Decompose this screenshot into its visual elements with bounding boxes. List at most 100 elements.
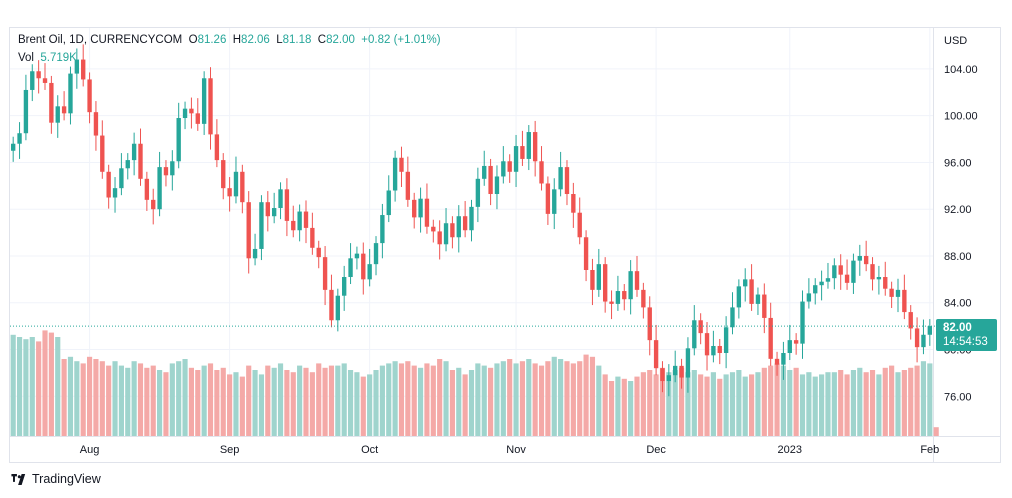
volume-bar <box>335 365 341 436</box>
candle <box>233 156 239 204</box>
candle <box>119 153 124 196</box>
change-value: +0.82 (+1.01%) <box>361 34 441 46</box>
high-value: 82.06 <box>241 34 270 46</box>
candle <box>316 240 321 269</box>
candle <box>666 364 672 397</box>
candle-body <box>240 171 245 203</box>
volume-bar <box>857 367 863 436</box>
candle-body <box>246 202 251 259</box>
volume-bar <box>265 365 271 436</box>
volume-bar <box>850 370 857 436</box>
candle <box>628 260 633 315</box>
vol-label: Vol <box>18 52 34 64</box>
candle <box>526 125 531 171</box>
candle <box>889 281 894 308</box>
candle <box>755 287 761 316</box>
candle-body <box>81 59 86 80</box>
candle-body <box>335 295 341 321</box>
candle <box>469 199 474 242</box>
volume-bar <box>882 367 888 436</box>
volume-bar <box>277 363 284 436</box>
price-tick-label: 104.00 <box>944 64 978 76</box>
candle <box>125 153 130 180</box>
volume-bar <box>678 367 685 436</box>
volume-bar <box>602 374 608 436</box>
volume-bar <box>481 365 487 436</box>
candle-body <box>513 146 519 172</box>
candle-body <box>793 340 799 344</box>
tradingview-brand[interactable]: TradingView <box>10 472 101 486</box>
candle-body <box>602 264 608 302</box>
volume-bar <box>80 363 86 436</box>
candle-body <box>329 289 334 321</box>
candle-body <box>252 248 258 259</box>
candle-body <box>87 79 92 113</box>
candle <box>221 153 226 200</box>
volume-bar <box>182 359 188 436</box>
candle-body <box>494 176 500 195</box>
volume-bar <box>507 359 513 436</box>
volume-bar <box>494 363 500 436</box>
volume-bar <box>144 367 150 436</box>
candle-body <box>278 189 283 209</box>
candle <box>49 75 54 134</box>
candle-body <box>138 143 143 179</box>
candle <box>571 182 576 228</box>
candle-body <box>545 183 551 214</box>
candle-body <box>698 320 703 334</box>
candle-body <box>303 211 309 228</box>
volume-bar <box>768 365 774 436</box>
candle-body <box>201 78 207 124</box>
candle <box>545 176 551 225</box>
volume-bar <box>710 372 716 436</box>
candle-body <box>424 198 430 227</box>
candle-body <box>692 320 697 349</box>
candle-body <box>469 206 474 231</box>
volume-bar <box>188 367 194 436</box>
candle-body <box>74 59 80 74</box>
candle <box>813 278 818 305</box>
time-tick-label: Aug <box>80 444 100 456</box>
candle <box>106 164 111 209</box>
candle-body <box>647 307 652 341</box>
candle <box>424 183 430 234</box>
candle-body <box>49 82 54 123</box>
candle <box>291 205 296 238</box>
candle <box>373 236 379 276</box>
volume-bar <box>131 361 137 436</box>
candle-body <box>399 157 404 172</box>
volume-bar <box>869 370 876 436</box>
candle <box>303 200 309 244</box>
candle-body <box>908 312 913 329</box>
candle-body <box>488 165 493 195</box>
volume-bar <box>519 361 526 436</box>
candle <box>653 324 659 376</box>
volume-bar <box>704 376 710 436</box>
candle-body <box>609 301 614 304</box>
candle-body <box>189 108 194 114</box>
time-tick-label: Feb <box>920 444 939 456</box>
candle <box>844 259 850 290</box>
candle <box>151 188 156 225</box>
candle <box>100 120 105 179</box>
time-tick-label: Oct <box>361 444 378 456</box>
volume-bar <box>233 372 239 436</box>
volume-bar <box>799 374 806 436</box>
volume-bar <box>195 370 201 436</box>
volume-legend: Vol 5.719K <box>18 52 77 64</box>
candle-body <box>641 289 646 308</box>
candle <box>329 274 334 328</box>
volume-bar <box>901 370 907 436</box>
time-tick-label: Sep <box>220 444 240 456</box>
candle <box>902 274 907 320</box>
candle-body <box>774 358 780 365</box>
volume-bar <box>227 374 233 436</box>
candle <box>93 101 99 151</box>
candle <box>673 350 678 383</box>
volume-bar <box>207 363 214 436</box>
candle <box>112 177 118 213</box>
volume-bar <box>659 367 666 436</box>
candle-body <box>392 157 398 191</box>
candle-body <box>666 375 672 382</box>
